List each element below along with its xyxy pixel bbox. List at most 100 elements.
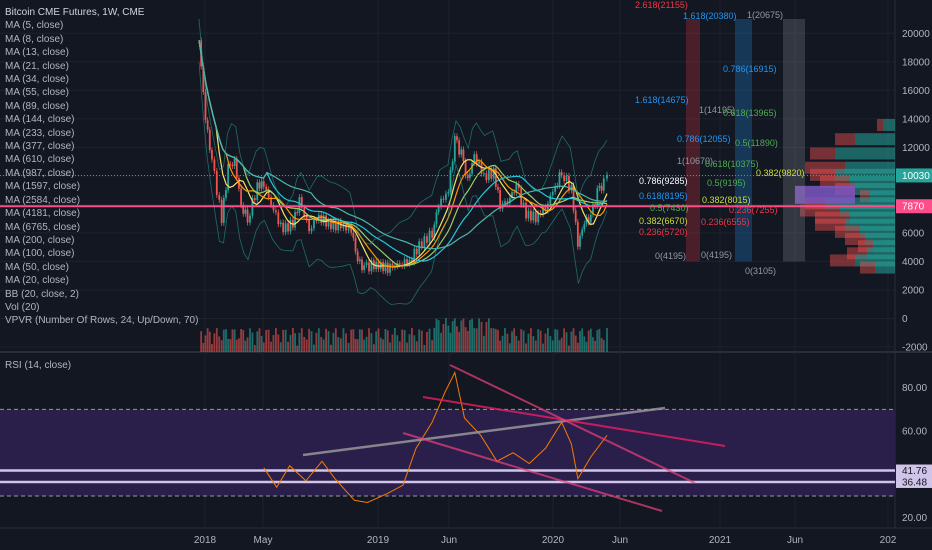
- candle: [442, 198, 445, 200]
- vpvr-bar-up: [835, 147, 895, 160]
- indicator-item[interactable]: MA (233, close): [5, 127, 75, 139]
- indicator-item[interactable]: MA (100, close): [5, 248, 75, 260]
- candle: [606, 174, 608, 179]
- volume-bar: [275, 328, 277, 352]
- indicator-item[interactable]: MA (200, close): [5, 234, 75, 246]
- candle: [594, 204, 597, 206]
- volume-bar: [352, 329, 355, 352]
- volume-bar: [504, 328, 506, 352]
- candle: [298, 197, 301, 213]
- candle: [471, 163, 473, 174]
- volume-bar: [361, 329, 363, 352]
- indicator-item[interactable]: Vol (20): [5, 301, 40, 313]
- indicator-item[interactable]: MA (144, close): [5, 114, 75, 126]
- candle: [358, 259, 361, 262]
- candle: [363, 265, 366, 271]
- vpvr-bar-down: [810, 168, 835, 181]
- indicator-item[interactable]: BB (20, close, 2): [5, 288, 79, 300]
- candle: [497, 186, 499, 191]
- candle: [204, 91, 207, 121]
- volume-bar: [428, 328, 431, 352]
- candle: [589, 214, 592, 223]
- candle: [492, 168, 495, 179]
- candle: [253, 198, 256, 201]
- indicator-item[interactable]: MA (377, close): [5, 141, 75, 153]
- fib-label: 1(14195): [699, 105, 735, 115]
- candle: [532, 211, 535, 221]
- fib-label: 0.786(9285): [639, 176, 688, 186]
- candle: [225, 189, 227, 198]
- candle: [583, 223, 586, 230]
- x-tick-label: 2019: [367, 535, 390, 546]
- volume-bar: [458, 331, 461, 352]
- vpvr-poc: [795, 185, 855, 204]
- indicator-item[interactable]: MA (34, close): [5, 74, 69, 86]
- candle: [558, 172, 561, 186]
- rsi-tick-label: 80.00: [902, 383, 927, 394]
- candle: [551, 191, 554, 196]
- volume-bar: [327, 331, 330, 352]
- candle: [222, 197, 225, 223]
- indicator-item[interactable]: MA (13, close): [5, 47, 69, 59]
- y-tick-label: 6000: [902, 228, 925, 239]
- indicator-item[interactable]: MA (987, close): [5, 167, 75, 179]
- candle: [453, 136, 456, 162]
- indicator-item[interactable]: MA (20, close): [5, 275, 69, 287]
- volume-bar: [208, 331, 211, 352]
- x-tick-label: 2021: [709, 535, 732, 546]
- volume-bar: [515, 335, 518, 352]
- candle: [411, 259, 413, 263]
- candle: [342, 224, 345, 229]
- volume-bar: [249, 328, 251, 352]
- level-badge-text: 7870: [902, 202, 925, 213]
- indicator-item[interactable]: MA (1597, close): [5, 181, 81, 193]
- indicator-item[interactable]: MA (5, close): [5, 20, 64, 32]
- chart-title[interactable]: Bitcoin CME Futures, 1W, CME: [5, 7, 145, 18]
- volume-bar: [256, 331, 259, 352]
- indicator-item[interactable]: MA (21, close): [5, 60, 69, 72]
- volume-bar: [418, 329, 421, 352]
- volume-bar: [558, 340, 561, 352]
- volume-bar: [258, 328, 261, 352]
- indicator-item[interactable]: MA (4181, close): [5, 208, 81, 220]
- indicator-item[interactable]: MA (2584, close): [5, 194, 81, 206]
- rsi-title[interactable]: RSI (14, close): [5, 360, 72, 371]
- volume-bar: [511, 331, 513, 352]
- volume-bar: [242, 329, 245, 352]
- y-tick-label: 2000: [902, 285, 925, 296]
- indicator-item[interactable]: MA (8, close): [5, 33, 64, 45]
- indicator-legend: Bitcoin CME Futures, 1W, CME MA (5, clos…: [5, 6, 198, 328]
- candle: [270, 197, 272, 205]
- indicator-item[interactable]: VPVR (Number Of Rows, 24, Up/Down, 70): [5, 315, 199, 327]
- volume-bar: [308, 328, 310, 352]
- volume-bar: [525, 343, 527, 352]
- candle: [206, 120, 209, 130]
- candle: [242, 205, 245, 214]
- indicator-item[interactable]: MA (610, close): [5, 154, 75, 166]
- candle: [208, 129, 211, 151]
- indicator-item[interactable]: MA (89, close): [5, 100, 69, 112]
- x-tick-label: Jun: [441, 535, 457, 546]
- volume-bar: [513, 328, 516, 352]
- candle: [272, 204, 275, 211]
- volume-bar: [337, 337, 340, 352]
- volume-bar: [547, 328, 549, 352]
- candle: [460, 149, 463, 155]
- volume-bar: [570, 331, 573, 352]
- volume-bar: [382, 339, 385, 352]
- volume-bar: [213, 333, 216, 352]
- fib-label: 0.382(9820): [756, 168, 805, 178]
- vpvr-bar-up: [875, 261, 895, 274]
- indicator-item[interactable]: MA (50, close): [5, 261, 69, 273]
- volume-bar: [551, 340, 554, 352]
- y-tick-label: 18000: [902, 57, 930, 68]
- candle: [384, 262, 387, 272]
- x-tick-label: 2020: [542, 535, 565, 546]
- vpvr-bar-down: [820, 176, 850, 188]
- candle: [265, 186, 268, 190]
- indicator-item[interactable]: MA (55, close): [5, 87, 69, 99]
- volume-bar: [494, 328, 497, 352]
- fib-label: 0(4195): [701, 250, 732, 260]
- indicator-item[interactable]: MA (6765, close): [5, 221, 81, 233]
